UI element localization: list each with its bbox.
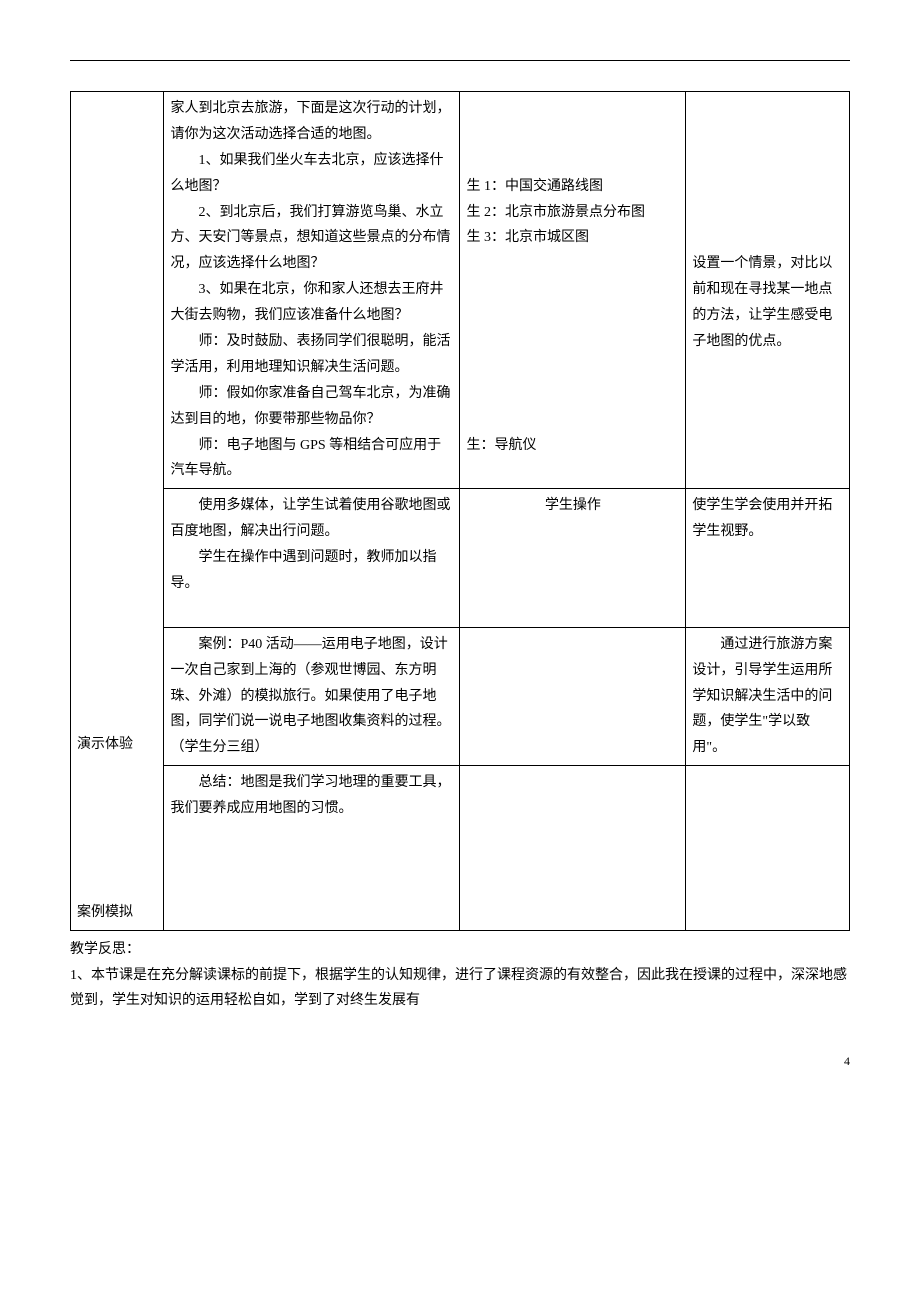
teacher-activity-cell: 使用多媒体，让学生试着使用谷歌地图或百度地图，解决出行问题。 学生在操作中遇到问… [164, 489, 460, 627]
table-row: 演示体验 案例模拟 家人到北京去旅游，下面是这次行动的计划，请你为这次活动选择合… [71, 92, 850, 489]
student-text: 生 1：中国交通路线图 [466, 174, 679, 200]
table-row: 案例：P40 活动——运用电子地图，设计一次自己家到上海的（参观世博园、东方明珠… [71, 627, 850, 765]
intent-cell: 设置一个情景，对比以前和现在寻找某一地点的方法，让学生感受电子地图的优点。 [686, 92, 850, 489]
lesson-table: 演示体验 案例模拟 家人到北京去旅游，下面是这次行动的计划，请你为这次活动选择合… [70, 91, 850, 931]
student-activity-cell: 生 1：中国交通路线图 生 2：北京市旅游景点分布图 生 3：北京市城区图 生：… [460, 92, 686, 489]
student-text: 生 3：北京市城区图 [466, 225, 679, 251]
reflection-title: 教学反思： [70, 937, 850, 963]
student-text: 学生操作 [466, 493, 679, 519]
stage-label-2: 案例模拟 [77, 900, 157, 926]
intent-text: 使学生学会使用并开拓学生视野。 [692, 493, 843, 545]
student-text: 生：导航仪 [466, 433, 679, 459]
student-activity-cell [460, 627, 686, 765]
table-row: 总结：地图是我们学习地理的重要工具，我们要养成应用地图的习惯。 [71, 766, 850, 930]
student-activity-cell: 学生操作 [460, 489, 686, 627]
teacher-text: 总结：地图是我们学习地理的重要工具，我们要养成应用地图的习惯。 [170, 770, 453, 822]
teacher-text: 3、如果在北京，你和家人还想去王府井大街去购物，我们应该准备什么地图？ [170, 277, 453, 329]
reflection-section: 教学反思： 1、本节课是在充分解读课标的前提下，根据学生的认知规律，进行了课程资… [70, 937, 850, 1015]
stage-label-1: 演示体验 [77, 732, 157, 758]
teacher-text: 师：电子地图与 GPS 等相结合可应用于汽车导航。 [170, 433, 453, 485]
teacher-text: 师：假如你家准备自己驾车北京，为准确达到目的地，你要带那些物品你？ [170, 381, 453, 433]
page-number: 4 [70, 1054, 850, 1069]
teacher-text: 1、如果我们坐火车去北京，应该选择什么地图？ [170, 148, 453, 200]
teacher-text: 学生在操作中遇到问题时，教师加以指导。 [170, 545, 453, 597]
table-row: 使用多媒体，让学生试着使用谷歌地图或百度地图，解决出行问题。 学生在操作中遇到问… [71, 489, 850, 627]
student-text: 生 2：北京市旅游景点分布图 [466, 200, 679, 226]
teacher-text: 案例：P40 活动——运用电子地图，设计一次自己家到上海的（参观世博园、东方明珠… [170, 632, 453, 761]
teacher-text: 师：及时鼓励、表扬同学们很聪明，能活学活用，利用地理知识解决生活问题。 [170, 329, 453, 381]
teacher-text: 家人到北京去旅游，下面是这次行动的计划，请你为这次活动选择合适的地图。 [170, 96, 453, 148]
intent-cell: 通过进行旅游方案设计，引导学生运用所学知识解决生活中的问题，使学生"学以致用"。 [686, 627, 850, 765]
teacher-text: 2、到北京后，我们打算游览鸟巢、水立方、天安门等景点，想知道这些景点的分布情况，… [170, 200, 453, 278]
intent-cell: 使学生学会使用并开拓学生视野。 [686, 489, 850, 627]
teacher-text: 使用多媒体，让学生试着使用谷歌地图或百度地图，解决出行问题。 [170, 493, 453, 545]
intent-cell [686, 766, 850, 930]
teacher-activity-cell: 家人到北京去旅游，下面是这次行动的计划，请你为这次活动选择合适的地图。 1、如果… [164, 92, 460, 489]
intent-text: 设置一个情景，对比以前和现在寻找某一地点的方法，让学生感受电子地图的优点。 [692, 251, 843, 355]
teacher-activity-cell: 总结：地图是我们学习地理的重要工具，我们要养成应用地图的习惯。 [164, 766, 460, 930]
top-divider [70, 60, 850, 61]
reflection-text: 1、本节课是在充分解读课标的前提下，根据学生的认知规律，进行了课程资源的有效整合… [70, 963, 850, 1015]
teacher-activity-cell: 案例：P40 活动——运用电子地图，设计一次自己家到上海的（参观世博园、东方明珠… [164, 627, 460, 765]
intent-text: 通过进行旅游方案设计，引导学生运用所学知识解决生活中的问题，使学生"学以致用"。 [692, 632, 843, 761]
student-activity-cell [460, 766, 686, 930]
stage-cell: 演示体验 案例模拟 [71, 92, 164, 931]
